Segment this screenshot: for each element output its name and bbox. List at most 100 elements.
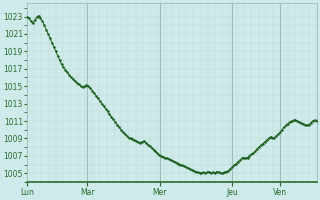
Point: [68, 76, 74, 79]
Point: [161, 155, 166, 158]
Point: [276, 132, 281, 136]
Point: [80, 85, 85, 89]
Point: [207, 170, 212, 173]
Point: [201, 171, 206, 174]
Point: [239, 157, 244, 160]
Point: [172, 160, 177, 164]
Point: [209, 172, 214, 175]
Point: [82, 85, 87, 88]
Point: [57, 58, 62, 62]
Point: [155, 152, 160, 155]
Point: [235, 160, 240, 164]
Point: [120, 131, 125, 134]
Point: [310, 119, 315, 123]
Point: [186, 166, 191, 170]
Point: [264, 139, 269, 142]
Point: [122, 132, 127, 136]
Point: [65, 71, 70, 74]
Point: [24, 15, 29, 18]
Point: [279, 128, 284, 131]
Point: [170, 159, 175, 163]
Point: [164, 157, 170, 160]
Point: [256, 146, 261, 149]
Point: [143, 141, 148, 144]
Point: [78, 85, 83, 88]
Point: [249, 153, 254, 156]
Point: [299, 121, 304, 124]
Point: [126, 136, 131, 139]
Point: [211, 171, 216, 174]
Point: [116, 126, 122, 129]
Point: [228, 167, 233, 171]
Point: [55, 54, 60, 57]
Point: [287, 120, 292, 123]
Point: [266, 137, 271, 140]
Point: [70, 78, 76, 81]
Point: [258, 144, 263, 147]
Point: [140, 140, 145, 144]
Point: [153, 150, 158, 153]
Point: [212, 172, 218, 175]
Point: [312, 119, 317, 122]
Point: [134, 139, 139, 143]
Point: [115, 123, 120, 126]
Point: [136, 140, 141, 144]
Point: [203, 172, 208, 175]
Point: [189, 168, 195, 171]
Point: [109, 115, 114, 118]
Point: [251, 152, 256, 155]
Point: [234, 162, 239, 165]
Point: [97, 99, 102, 103]
Point: [226, 169, 231, 172]
Point: [285, 122, 290, 125]
Point: [188, 167, 193, 171]
Point: [174, 161, 179, 164]
Point: [90, 89, 95, 92]
Point: [247, 154, 252, 157]
Point: [218, 172, 223, 175]
Point: [224, 170, 229, 173]
Point: [252, 150, 258, 153]
Point: [111, 118, 116, 121]
Point: [30, 22, 35, 25]
Point: [84, 84, 89, 87]
Point: [149, 146, 154, 150]
Point: [277, 131, 283, 134]
Point: [302, 123, 308, 126]
Point: [295, 119, 300, 123]
Point: [308, 121, 313, 124]
Point: [274, 134, 279, 137]
Point: [72, 79, 77, 83]
Point: [103, 107, 108, 110]
Point: [306, 123, 311, 126]
Point: [168, 159, 173, 162]
Point: [151, 148, 156, 151]
Point: [128, 137, 133, 140]
Point: [147, 145, 152, 148]
Point: [45, 32, 51, 36]
Point: [86, 85, 91, 88]
Point: [101, 105, 106, 108]
Point: [291, 119, 296, 122]
Point: [166, 158, 172, 161]
Point: [53, 50, 58, 53]
Point: [214, 170, 220, 173]
Point: [59, 63, 64, 66]
Point: [36, 14, 41, 17]
Point: [93, 94, 99, 97]
Point: [191, 169, 196, 172]
Point: [222, 171, 227, 174]
Point: [216, 171, 221, 174]
Point: [99, 102, 104, 105]
Point: [130, 138, 135, 141]
Point: [76, 83, 81, 86]
Point: [141, 139, 147, 143]
Point: [145, 143, 150, 146]
Point: [61, 65, 66, 69]
Point: [118, 128, 124, 131]
Point: [245, 156, 250, 159]
Point: [88, 86, 93, 90]
Point: [297, 120, 302, 123]
Point: [63, 68, 68, 71]
Point: [254, 147, 260, 150]
